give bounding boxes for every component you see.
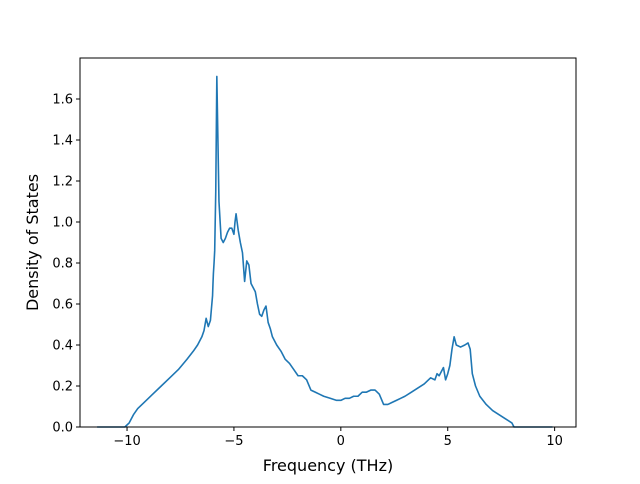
x-tick-label: 10: [546, 434, 563, 449]
y-tick-label: 0.8: [52, 257, 73, 272]
y-axis: 0.0 0.2 0.4 0.6 0.8 1.0 1.2 1.4 1.6: [52, 93, 80, 436]
y-tick-label: 0.2: [52, 380, 73, 395]
y-tick-label: 1.0: [52, 216, 73, 231]
y-tick-label: 0.6: [52, 298, 73, 313]
x-tick-label: 0: [337, 434, 345, 449]
x-axis-label: Frequency (THz): [263, 456, 393, 475]
y-tick-label: 1.4: [52, 134, 73, 149]
x-tick-label: −5: [224, 434, 243, 449]
y-tick-label: 0.0: [52, 421, 73, 436]
x-tick-label: 5: [444, 434, 452, 449]
dos-series-line-0: [97, 75, 553, 428]
x-tick-label: −10: [113, 434, 140, 449]
y-axis-label: Density of States: [23, 174, 42, 311]
y-tick-label: 0.4: [52, 339, 73, 354]
x-axis: −10 −5 0 5 10: [113, 427, 563, 449]
plot-frame: [79, 57, 577, 428]
y-tick-label: 1.6: [52, 93, 73, 108]
series-layer: [97, 75, 553, 428]
y-tick-label: 1.2: [52, 175, 73, 190]
